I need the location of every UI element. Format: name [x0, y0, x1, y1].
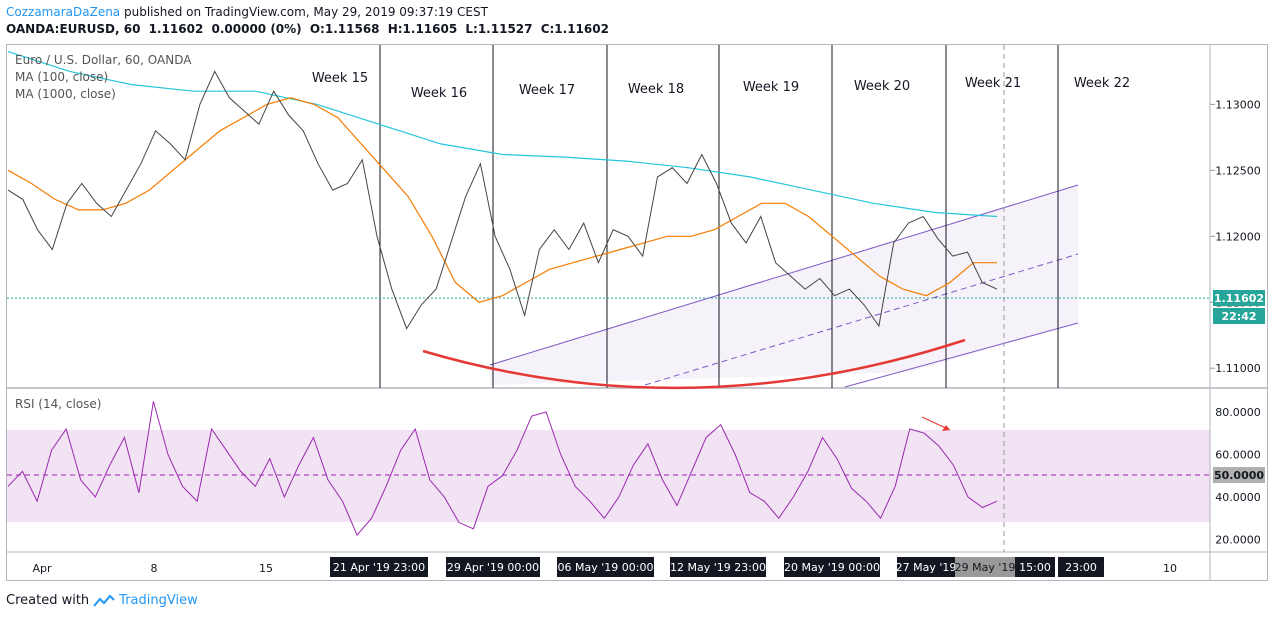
high-label: H:1.11605	[387, 22, 458, 36]
channel-fill	[490, 185, 1078, 385]
rsi-tick-label: 40.0000	[1215, 491, 1261, 504]
time-label: Apr	[32, 562, 52, 575]
change-label: 0.00000 (0%)	[211, 22, 302, 36]
time-marker-box	[784, 557, 880, 577]
time-marker-label: 29 Apr '19 00:00	[447, 561, 539, 574]
countdown-badge	[1213, 308, 1265, 324]
low-label: L:1.11527	[465, 22, 533, 36]
rsi-current-badge	[1213, 467, 1265, 483]
tradingview-logo-icon	[93, 594, 115, 607]
rsi-line	[7, 401, 998, 537]
current-price-text: 1.11602	[1214, 292, 1264, 305]
rsi-tick-label: 80.0000	[1215, 406, 1261, 419]
time-marker-label: 23:00	[1065, 561, 1097, 574]
symbol-label: OANDA:EURUSD, 60	[6, 22, 141, 36]
week-label-8: Week 22	[1074, 76, 1130, 91]
week-labels: Week 15 Week 16 Week 17 Week 18 Week 19 Week …	[312, 71, 1130, 101]
time-marker-box	[557, 557, 654, 577]
time-label: 8	[151, 562, 158, 575]
price-tick-label: 1.11000	[1215, 362, 1261, 375]
price-label: 1.11602	[148, 22, 204, 36]
ma100-line	[7, 97, 997, 303]
tradingview-link[interactable]: TradingView	[119, 593, 198, 608]
current-price-badge	[1213, 290, 1265, 306]
current-date-box	[955, 557, 1015, 577]
price-tick-label: 1.12000	[1215, 230, 1261, 243]
footer-created-text: Created with	[6, 593, 90, 608]
rsi-band	[7, 430, 1210, 522]
price-line	[7, 70, 998, 330]
time-marker-label: 21 Apr '19 23:00	[333, 561, 425, 574]
time-marker-box	[330, 557, 428, 577]
legend-title: Euro / U.S. Dollar, 60, OANDA	[15, 53, 192, 67]
week-label-1: Week 15	[312, 71, 368, 86]
time-marker-box	[1015, 557, 1055, 577]
time-marker-label: 06 May '19 00:00	[558, 561, 654, 574]
symbol-info: OANDA:EURUSD, 60 1.11602 0.00000 (0%) O:…	[6, 22, 613, 36]
time-label: 10	[1163, 562, 1177, 575]
price-tick-label: 1.12500	[1215, 164, 1261, 177]
legend-ma1000[interactable]: MA (1000, close)	[15, 87, 116, 101]
countdown-text: 22:42	[1221, 310, 1256, 323]
week-label-5: Week 19	[743, 80, 799, 95]
time-marker-label: 20 May '19 00:00	[784, 561, 880, 574]
rsi-arrow-head	[942, 425, 950, 431]
legend-ma100[interactable]: MA (100, close)	[15, 70, 109, 84]
close-label: C:1.11602	[540, 22, 609, 36]
week-lines	[379, 45, 1059, 388]
published-text: published on TradingView.com, May 29, 20…	[120, 5, 488, 19]
time-axis-labels: Apr 8 15 10	[32, 562, 1177, 575]
time-marker-box	[446, 557, 540, 577]
time-label: 15	[259, 562, 273, 575]
channel-lower-line	[844, 322, 1079, 388]
week-label-3: Week 17	[519, 83, 575, 98]
week-label-7: Week 21	[965, 76, 1021, 91]
time-marker-label: 15:00	[1019, 561, 1051, 574]
rsi-tick-label: 60.0000	[1215, 448, 1261, 461]
chart-frame[interactable]	[6, 44, 1268, 581]
time-marker-label: 27 May '19	[896, 561, 957, 574]
open-label: O:1.11568	[309, 22, 380, 36]
week-label-6: Week 20	[854, 79, 910, 94]
time-marker-box	[1058, 557, 1104, 577]
rsi-tick-label: 20.0000	[1215, 533, 1261, 546]
current-date-label: 29 May '19	[955, 561, 1016, 574]
rounded-bottom-curve	[422, 338, 966, 390]
author-link[interactable]: CozzamaraDaZena	[6, 5, 121, 19]
ma1000-line	[7, 51, 998, 218]
week-label-2: Week 16	[411, 86, 467, 101]
publish-info: CozzamaraDaZena published on TradingView…	[6, 5, 488, 19]
channel-mid-line	[644, 253, 1079, 386]
rsi-axis-ticks: 80.0000 60.0000 40.0000 20.0000	[1215, 406, 1261, 546]
time-marker-box	[670, 557, 766, 577]
footer: Created with TradingView	[6, 593, 198, 608]
price-tick-label: 1.13000	[1215, 98, 1261, 111]
time-marker-box	[897, 557, 955, 577]
rsi-current-text: 50.0000	[1214, 469, 1264, 482]
week-label-4: Week 18	[628, 82, 684, 97]
time-axis-markers: 21 Apr '19 23:00 29 Apr '19 00:00 06 May '…	[330, 557, 1104, 577]
time-marker-label: 12 May '19 23:00	[670, 561, 766, 574]
legend-rsi[interactable]: RSI (14, close)	[15, 397, 102, 411]
